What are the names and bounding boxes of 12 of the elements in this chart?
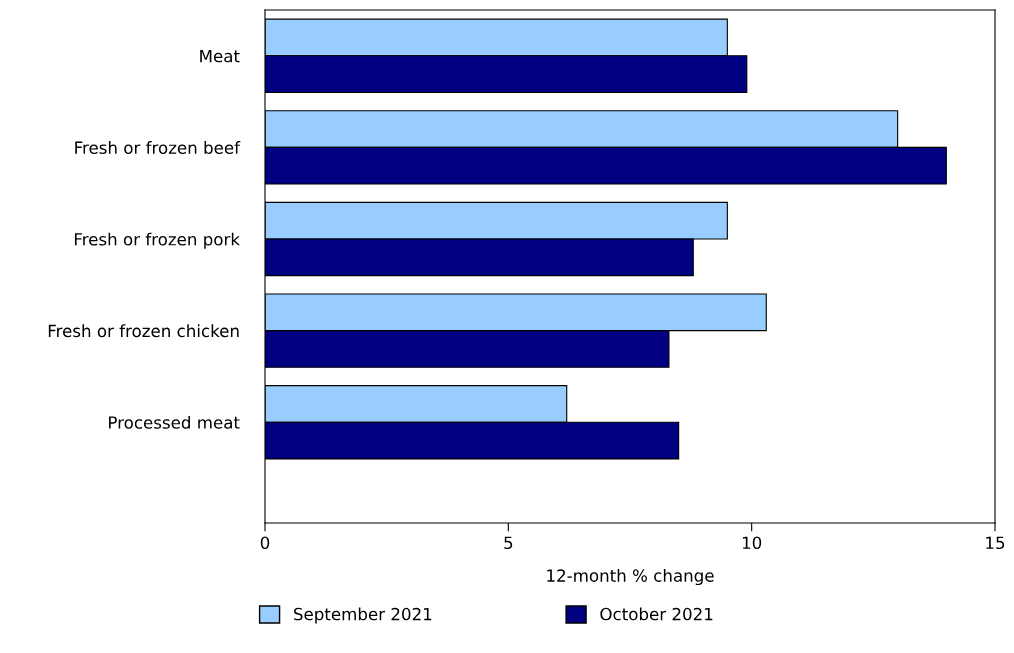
y-tick-label: Processed meat	[109, 415, 240, 429]
y-tick-label: Fresh or frozen chicken	[48, 324, 239, 338]
x-tick-label: 10	[742, 536, 762, 550]
legend-label: September 2021	[294, 607, 432, 624]
legend-label: October 2021	[600, 607, 713, 621]
y-tick-label: Meat	[200, 49, 240, 63]
x-tick-label: 15	[986, 536, 1005, 550]
x-tick-label: 5	[504, 536, 513, 550]
x-tick-label: 0	[260, 536, 270, 550]
y-tick-label: Fresh or frozen beef	[75, 141, 241, 154]
x-axis-title: 12-month % change	[547, 568, 714, 586]
y-tick-label: Fresh or frozen pork	[74, 232, 240, 249]
